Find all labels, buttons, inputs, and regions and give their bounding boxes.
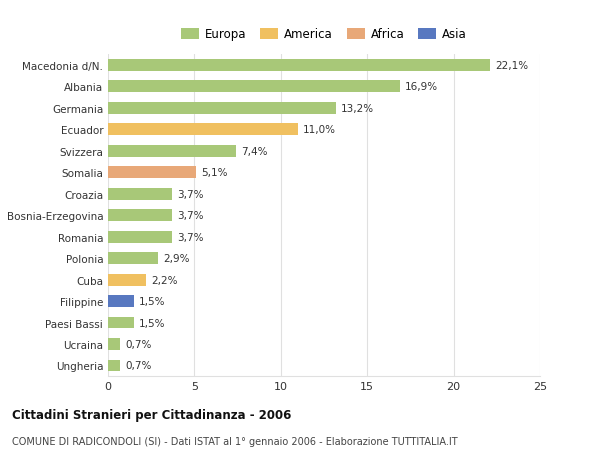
Bar [108,124,298,136]
Bar [108,338,120,350]
Text: Cittadini Stranieri per Cittadinanza - 2006: Cittadini Stranieri per Cittadinanza - 2… [12,409,292,421]
Bar [108,103,336,115]
Text: 3,7%: 3,7% [177,189,203,199]
Text: 3,7%: 3,7% [177,211,203,221]
Text: 0,7%: 0,7% [125,361,152,371]
Text: 13,2%: 13,2% [341,104,374,114]
Bar [108,360,120,372]
Text: 1,5%: 1,5% [139,318,166,328]
Text: 7,4%: 7,4% [241,146,268,157]
Text: 3,7%: 3,7% [177,232,203,242]
Bar [108,167,196,179]
Text: 2,9%: 2,9% [163,253,190,263]
Text: COMUNE DI RADICONDOLI (SI) - Dati ISTAT al 1° gennaio 2006 - Elaborazione TUTTIT: COMUNE DI RADICONDOLI (SI) - Dati ISTAT … [12,436,458,446]
Bar [108,189,172,200]
Bar [108,296,134,308]
Bar [108,274,146,286]
Bar [108,231,172,243]
Bar [108,81,400,93]
Text: 22,1%: 22,1% [495,61,528,71]
Bar [108,252,158,264]
Text: 11,0%: 11,0% [303,125,336,135]
Text: 2,2%: 2,2% [151,275,178,285]
Text: 16,9%: 16,9% [405,82,439,92]
Text: 5,1%: 5,1% [202,168,228,178]
Bar [108,317,134,329]
Bar [108,210,172,222]
Text: 0,7%: 0,7% [125,339,152,349]
Bar [108,60,490,72]
Legend: Europa, America, Africa, Asia: Europa, America, Africa, Asia [176,23,472,46]
Text: 1,5%: 1,5% [139,297,166,307]
Bar [108,146,236,157]
